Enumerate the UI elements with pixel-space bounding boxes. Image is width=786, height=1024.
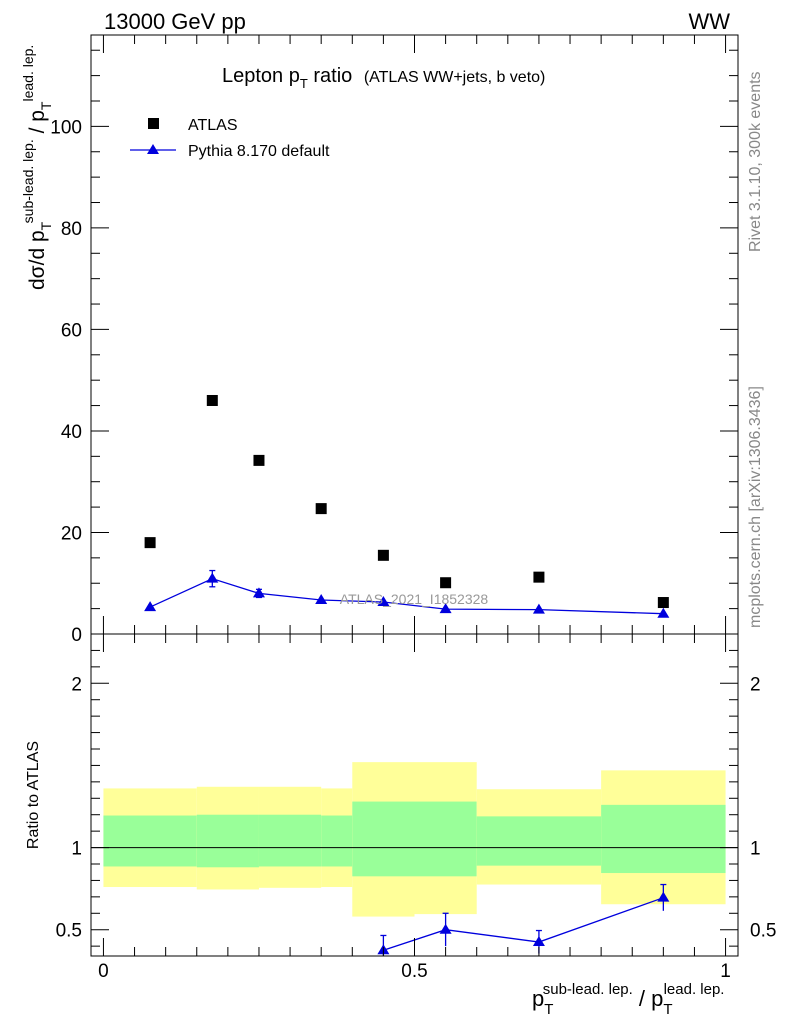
- xlabel-sup2: lead. lep.: [664, 981, 725, 998]
- atlas-data-point: [377, 549, 389, 561]
- mc-point: [206, 572, 219, 583]
- atlas-data-point: [144, 537, 156, 549]
- atlas-data-point: [657, 597, 669, 609]
- ratio-stat-band: [352, 801, 415, 877]
- xlabel-base2: p: [651, 986, 663, 1011]
- mc-point: [252, 587, 265, 598]
- ylabel-sub2: T: [38, 101, 54, 110]
- ratio-stat-band: [103, 815, 197, 867]
- main-y-tick-label: 20: [61, 523, 82, 544]
- atlas-data-point: [440, 577, 452, 589]
- ratio-mc-point: [657, 891, 670, 902]
- mc-point: [377, 596, 390, 607]
- main-y-tick-label: 40: [61, 422, 82, 443]
- title-sub: T: [300, 76, 308, 91]
- ratio-stat-band: [476, 816, 602, 866]
- ratio-y-tick-label: 1: [71, 839, 82, 860]
- ratio-stat-band: [196, 814, 259, 868]
- main-y-tick-label: 0: [71, 625, 82, 646]
- main-y-tick-label: 60: [61, 320, 82, 341]
- xlabel-base: p: [532, 986, 544, 1011]
- title-rest: ratio: [308, 65, 352, 87]
- x-tick-label: 0.5: [401, 961, 427, 982]
- main-y-axis-label: dσ/d pTsub-lead. lep. / pTlead. lep.: [20, 45, 54, 290]
- main-y-tick-label: 80: [61, 219, 82, 240]
- xlabel-sub: T: [544, 1001, 553, 1018]
- xlabel-sup: sub-lead. lep.: [543, 981, 633, 998]
- ratio-y-tick-label-right: 2: [750, 674, 761, 695]
- mc-point: [657, 607, 670, 618]
- ratio-panel: 0.5 0.5 1 1 2 2 0 0.5 1 Ratio to ATLAS: [25, 633, 776, 982]
- ratio-mc-point: [532, 936, 545, 947]
- atlas-data-point: [206, 394, 218, 406]
- x-tick-label: 0: [98, 961, 109, 982]
- legend-atlas-marker: [148, 118, 159, 129]
- ratio-stat-band: [321, 815, 353, 867]
- mc-line: [149, 577, 664, 615]
- svg-text:dσ/d pTsub-lead. lep. / pTlead: dσ/d pTsub-lead. lep. / pTlead. lep.: [20, 45, 54, 290]
- atlas-data-point: [253, 454, 265, 466]
- mc-point: [144, 601, 157, 612]
- ratio-y-tick-label-right: 1: [750, 839, 761, 860]
- x-tick-label: 1: [720, 961, 731, 982]
- legend-pythia-marker: [147, 144, 159, 154]
- ratio-stat-band: [414, 801, 477, 877]
- watermark: ATLAS_2021_I1852328: [340, 591, 489, 607]
- legend-atlas-label: ATLAS: [188, 117, 238, 134]
- ratio-stat-band: [601, 804, 726, 874]
- ratio-mc-point: [439, 923, 452, 934]
- legend-pythia-label: Pythia 8.170 default: [188, 143, 330, 160]
- mcplots-info: mcplots.cern.ch [arXiv:1306.3436]: [747, 386, 764, 628]
- atlas-data-point: [533, 571, 545, 583]
- rivet-info: Rivet 3.1.10, 300k events: [747, 71, 764, 252]
- title-main: Lepton p: [222, 65, 300, 87]
- ratio-stat-band: [258, 814, 322, 867]
- energy-label: 13000 GeV pp: [104, 9, 246, 34]
- process-label: WW: [688, 9, 730, 34]
- main-panel: 0 20 40 60 80 100 ATLAS_2021_I1852328 Lepton …: [20, 34, 739, 646]
- title-paren: (ATLAS WW+jets, b veto): [364, 69, 546, 86]
- legend: ATLAS Pythia 8.170 default: [130, 117, 330, 160]
- ylabel-sep: / p: [26, 110, 49, 139]
- main-y-tick-label: 100: [50, 117, 82, 138]
- xlabel-sep: /: [633, 986, 651, 1011]
- mc-point: [532, 603, 545, 614]
- ylabel-sup: sub-lead. lep.: [20, 139, 36, 223]
- ratio-y-tick-label-right: 0.5: [750, 921, 776, 942]
- ratio-y-axis-label: Ratio to ATLAS: [25, 741, 42, 849]
- mc-point: [315, 593, 328, 604]
- x-axis-label: pTsub-lead. lep. / pTlead. lep.: [532, 981, 724, 1018]
- ratio-y-tick-label: 0.5: [56, 921, 82, 942]
- ylabel-prefix: dσ/d p: [26, 230, 49, 290]
- xlabel-sub2: T: [663, 1001, 672, 1018]
- ylabel-sub: T: [38, 221, 54, 230]
- atlas-data-point: [315, 503, 327, 515]
- ylabel-sup2: lead. lep.: [20, 45, 36, 102]
- ratio-y-tick-label: 2: [71, 674, 82, 695]
- mc-point: [439, 603, 452, 614]
- chart-title: Lepton pT ratio (ATLAS WW+jets, b veto): [222, 65, 545, 91]
